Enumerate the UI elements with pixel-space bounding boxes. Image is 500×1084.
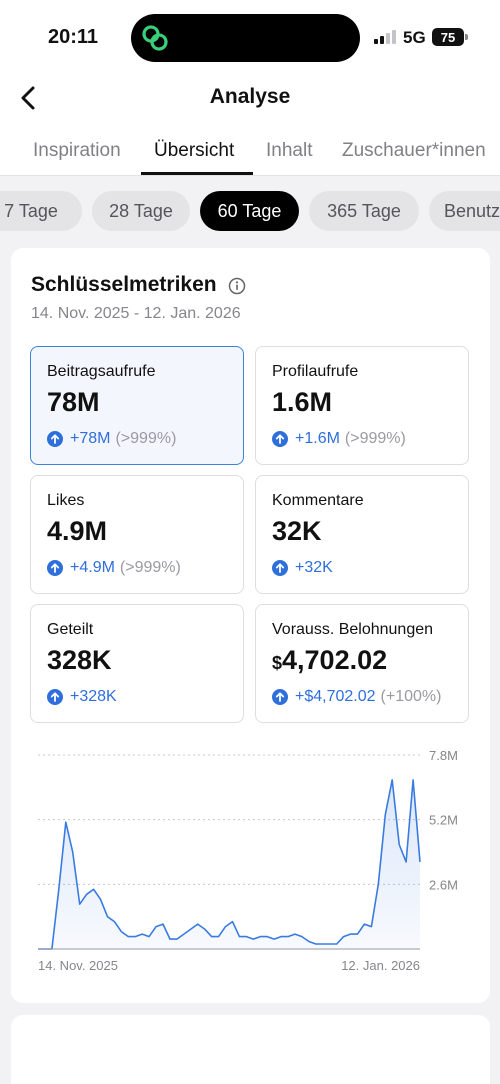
- metric-estimated-rewards[interactable]: Vorauss. Belohnungen $4,702.02 +$4,702.0…: [255, 604, 469, 723]
- dynamic-island: [131, 14, 360, 62]
- battery-icon: 75: [432, 28, 468, 46]
- metric-delta: +$4,702.02 (+100%): [272, 688, 441, 706]
- network-type: 5G: [403, 28, 426, 47]
- page-title: Analyse: [209, 85, 291, 108]
- metric-delta: +78M (>999%): [47, 430, 176, 448]
- nav-bar: Analyse: [0, 76, 500, 124]
- arrow-up-icon: [47, 560, 63, 576]
- metric-likes[interactable]: Likes 4.9M +4.9M (>999%): [30, 475, 244, 594]
- arrow-up-icon: [47, 431, 63, 447]
- next-card: [11, 1015, 490, 1084]
- range-365-days[interactable]: 365 Tage: [309, 191, 419, 231]
- range-7-days[interactable]: 7 Tage: [0, 191, 82, 231]
- metric-value-amount: 4,702.02: [282, 645, 388, 675]
- battery-level: 75: [440, 29, 456, 45]
- range-60-days[interactable]: 60 Tage: [200, 191, 299, 231]
- info-icon[interactable]: [228, 277, 246, 295]
- y-tick-label: 5.2M: [429, 813, 458, 828]
- metric-delta-value: +1.6M: [295, 430, 340, 447]
- metric-value: 1.6M: [272, 387, 333, 417]
- metric-value: 32K: [272, 516, 322, 546]
- metric-label: Kommentare: [272, 492, 364, 509]
- metric-label: Beitragsaufrufe: [47, 363, 156, 380]
- metric-delta: +4.9M (>999%): [47, 559, 181, 577]
- metric-label: Vorauss. Belohnungen: [272, 621, 434, 638]
- tab-inspiration[interactable]: Inspiration: [33, 140, 121, 161]
- metric-label: Profilaufrufe: [272, 363, 359, 380]
- post-views-chart[interactable]: 7.8M 5.2M 2.6M 14. Nov. 2025 12. Jan. 2026: [20, 745, 480, 980]
- metric-value: 4.9M: [47, 516, 108, 546]
- tab-overview[interactable]: Übersicht: [154, 140, 235, 161]
- metric-comments[interactable]: Kommentare 32K +32K: [255, 475, 469, 594]
- chart-line: [38, 779, 421, 950]
- metric-delta-value: +32K: [295, 559, 333, 576]
- chart-gridlines: [38, 754, 420, 885]
- date-range: 14. Nov. 2025 - 12. Jan. 2026: [31, 305, 241, 322]
- currency-symbol: $: [272, 653, 283, 673]
- arrow-up-icon: [272, 560, 288, 576]
- arrow-up-icon: [272, 431, 288, 447]
- metric-delta-percent: (>999%): [115, 430, 177, 447]
- metric-shares[interactable]: Geteilt 328K +328K: [30, 604, 244, 723]
- x-tick-start: 14. Nov. 2025: [38, 958, 118, 973]
- metric-delta-percent: (>999%): [119, 559, 181, 576]
- metric-label: Geteilt: [47, 621, 94, 638]
- tab-audience[interactable]: Zuschauer*innen: [342, 140, 486, 161]
- metric-delta-percent: (>999%): [344, 430, 406, 447]
- key-metrics-title: Schlüsselmetriken: [31, 273, 217, 296]
- chevron-left-icon[interactable]: [16, 84, 44, 112]
- y-tick-label: 7.8M: [429, 748, 458, 763]
- chart-area: [38, 779, 420, 949]
- metric-delta: +32K: [272, 559, 333, 577]
- tab-bar: Inspiration Übersicht Inhalt Zuschauer*i…: [0, 124, 500, 176]
- metric-delta: +1.6M (>999%): [272, 430, 406, 448]
- metric-label: Likes: [47, 492, 85, 509]
- date-range-chips: 7 Tage 28 Tage 60 Tage 365 Tage Benutzer…: [0, 176, 500, 246]
- metric-delta-percent: (+100%): [380, 688, 442, 705]
- metric-delta: +328K: [47, 688, 117, 706]
- metric-delta-value: +$4,702.02: [295, 688, 376, 705]
- metric-value: 328K: [47, 645, 112, 675]
- status-time: 20:11: [48, 26, 99, 48]
- tab-content[interactable]: Inhalt: [266, 140, 313, 161]
- arrow-up-icon: [47, 689, 63, 705]
- link-icon: [142, 25, 168, 51]
- metric-profile-views[interactable]: Profilaufrufe 1.6M +1.6M (>999%): [255, 346, 469, 465]
- x-tick-end: 12. Jan. 2026: [341, 958, 420, 973]
- metric-delta-value: +4.9M: [70, 559, 115, 576]
- metric-delta-value: +78M: [70, 430, 111, 447]
- metric-value: $4,702.02: [272, 645, 387, 676]
- metric-value: 78M: [47, 387, 100, 417]
- range-28-days[interactable]: 28 Tage: [92, 191, 190, 231]
- active-tab-indicator: [141, 172, 253, 175]
- cellular-signal-icon: [374, 30, 396, 44]
- metric-delta-value: +328K: [70, 688, 117, 705]
- status-bar: 20:11 5G 75: [0, 0, 500, 76]
- arrow-up-icon: [272, 689, 288, 705]
- metric-post-views[interactable]: Beitragsaufrufe 78M +78M (>999%): [30, 346, 244, 465]
- range-custom[interactable]: Benutzerdefiniert: [429, 191, 500, 231]
- y-tick-label: 2.6M: [429, 877, 458, 892]
